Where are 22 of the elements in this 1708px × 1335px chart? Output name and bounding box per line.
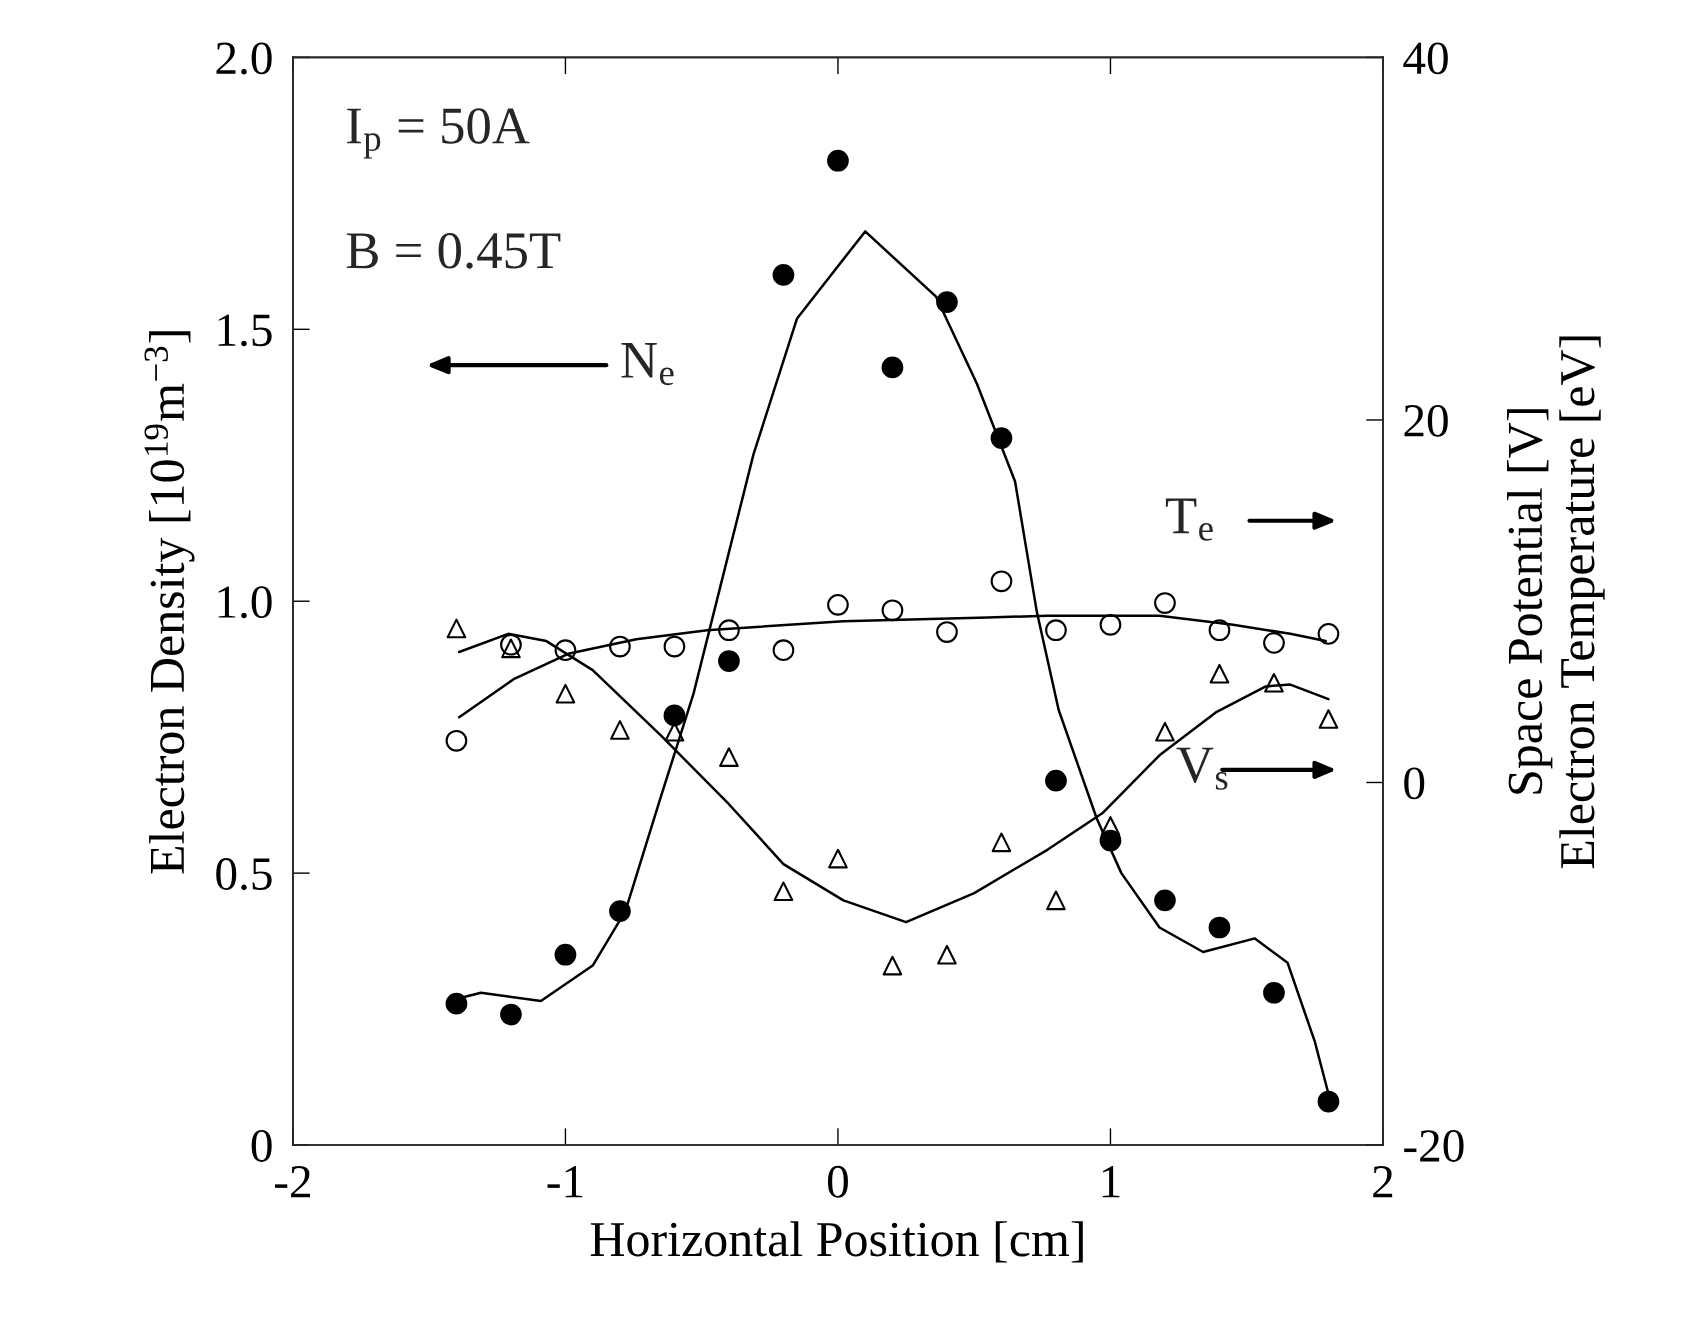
y2-tick-label: -20 [1404,1130,1464,1162]
y2-axis-title: Space Potential [V] Electron Temperature [eV] [1507,336,1605,869]
y-tick-label: 0 [251,1130,272,1162]
annotation: T$_{e}$ [1165,498,1213,541]
y2-tick-label: 0 [1404,767,1425,800]
x-tick-label: -2 [275,1165,310,1198]
x-tick-label: 1 [1102,1166,1120,1198]
y2-tick-label: 20 [1404,404,1448,437]
x-axis-title: Horizontal Position [cm] [590,1221,1083,1263]
y-axis-title: Electron Density [10$^{19}$m$^{−3}$] [144,331,195,874]
y-tick-label: 1.0 [218,586,272,619]
annotation: V$_{s}$ [1176,747,1228,790]
x-tick-label: -1 [547,1166,583,1198]
x-tick-label: 0 [827,1165,848,1198]
annotation: B = 0.45T [346,232,561,269]
y-tick-label: 0.5 [216,858,272,891]
y2-tick-label: 40 [1403,42,1448,75]
x-tick-label: 2 [1373,1165,1393,1198]
y-tick-label: 2.0 [216,42,272,75]
y-tick-label: 1.5 [218,314,272,347]
annotation: I$_{p}$ = 50A [347,108,530,159]
annotation: N$_{e}$ [621,343,674,386]
